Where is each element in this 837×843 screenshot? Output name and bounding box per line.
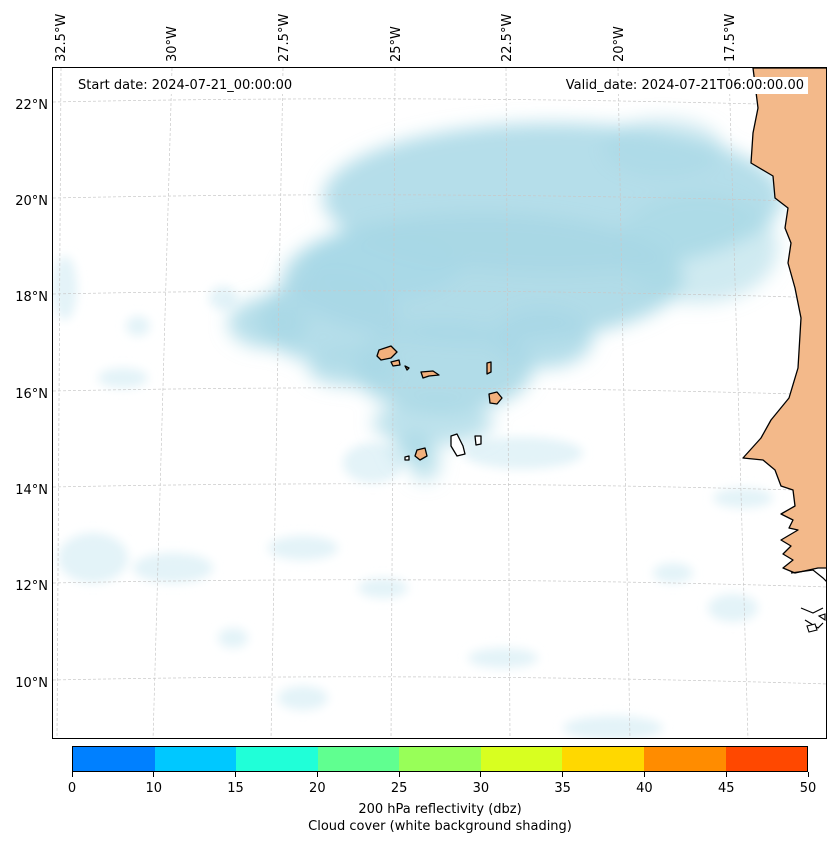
lat-tick-label: 10°N (15, 676, 48, 691)
lat-tick-label: 14°N (15, 483, 48, 498)
island-sao-nicolau (420, 370, 440, 379)
lon-tick-label: 22.5°W (500, 13, 515, 62)
lat-tick-label: 18°N (15, 290, 48, 305)
island-fogo (414, 447, 428, 461)
island-santo-antao (376, 345, 398, 361)
colorbar-tick-mark (71, 772, 73, 777)
colorbar-tick-label: 10 (145, 781, 163, 796)
lon-tick-label: 20°W (612, 26, 627, 62)
colorbar-tick-label: 45 (717, 781, 735, 796)
colorbar-swatch (154, 747, 237, 771)
colorbar-tick-mark (480, 772, 482, 777)
colorbar-swatch (480, 747, 563, 771)
cloud-cover-light (53, 256, 773, 738)
colorbar-tick-label: 25 (390, 781, 408, 796)
lat-tick-label: 20°N (15, 194, 48, 209)
start-date-label: Start date: 2024-07-21_00:00:00 (74, 77, 297, 94)
colorbar-tick-mark (562, 772, 564, 777)
colorbar-tick-mark (725, 772, 727, 777)
island-boa-vista (488, 391, 503, 405)
lon-tick-label: 17.5°W (723, 13, 738, 62)
colorbar-tick-mark (807, 772, 809, 777)
island-maio (474, 435, 482, 446)
lon-tick-label: 27.5°W (277, 13, 292, 62)
island-brava (404, 455, 410, 461)
lon-tick-label: 32.5°W (54, 13, 69, 62)
colorbar-swatch (73, 747, 155, 771)
island-santiago (450, 433, 466, 457)
colorbar-tick-mark (235, 772, 237, 777)
colorbar-label: 200 hPa reflectivity (dbz) (358, 802, 522, 817)
colorbar-tick-mark (398, 772, 400, 777)
colorbar-tick-mark (643, 772, 645, 777)
colorbar-tick-label: 30 (472, 781, 490, 796)
colorbar-swatch (643, 747, 726, 771)
lon-tick-label: 25°W (389, 26, 404, 62)
graticule (53, 68, 826, 738)
colorbar-tick-label: 35 (554, 781, 571, 796)
lat-tick-label: 22°N (15, 98, 48, 113)
colorbar-tick-mark (153, 772, 155, 777)
colorbar-tick-label: 15 (227, 781, 244, 796)
island-sal (486, 361, 492, 375)
coast-detail (790, 569, 826, 629)
colorbar-tick-label: 50 (799, 781, 817, 796)
colorbar-swatch (399, 747, 481, 771)
colorbar-swatch (236, 747, 318, 771)
colorbar-tick-label: 20 (309, 781, 326, 796)
mainland-africa (742, 68, 826, 574)
island-sao-vicente (390, 359, 401, 367)
colorbar-tick-mark (316, 772, 318, 777)
colorbar (72, 746, 808, 772)
colorbar-swatch (562, 747, 644, 771)
island-santa-luzia (404, 365, 410, 371)
colorbar-tick-label: 40 (636, 781, 653, 796)
colorbar-swatch (725, 747, 808, 771)
cloud-cover (228, 118, 783, 481)
map-panel[interactable] (52, 67, 827, 739)
lat-tick-label: 12°N (15, 579, 48, 594)
coastal-islands (806, 613, 826, 633)
map-canvas[interactable] (53, 68, 827, 739)
colorbar-swatch (317, 747, 400, 771)
valid-date-label: Valid_date: 2024-07-21T06:00:00.00 (561, 77, 808, 94)
cape-verde-islands (376, 345, 503, 461)
colorbar-sublabel: Cloud cover (white background shading) (308, 819, 572, 834)
colorbar-tick-label: 0 (67, 781, 77, 796)
lat-tick-label: 16°N (15, 387, 48, 402)
lon-tick-label: 30°W (165, 26, 180, 62)
